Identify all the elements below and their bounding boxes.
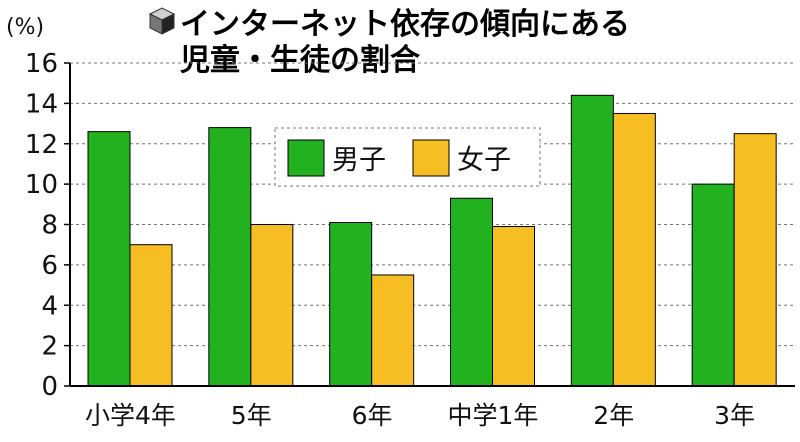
y-tick-label: 4	[41, 291, 58, 321]
x-category-label: 5年	[231, 401, 272, 430]
x-category-label: 小学4年	[85, 401, 176, 430]
y-tick-labels: 0 2 4 6 8 10 12 14 16	[25, 49, 70, 402]
y-tick-label: 0	[41, 372, 58, 402]
legend-swatch-girls	[412, 139, 450, 177]
y-tick-label: 14	[25, 89, 58, 119]
bar-boys	[691, 183, 735, 387]
unit-label: (%)	[6, 15, 44, 40]
bar-girls	[129, 244, 173, 387]
bar-boys	[208, 127, 252, 387]
bar-girls	[733, 133, 777, 387]
cube-icon	[148, 7, 176, 35]
y-tick-label: 12	[25, 130, 58, 160]
x-category-label: 3年	[714, 401, 755, 430]
x-category-labels: 小学4年 5年 6年 中学1年 2年 3年	[85, 401, 755, 430]
bar-boys	[450, 197, 493, 387]
y-tick-label: 10	[25, 170, 58, 200]
chart-title: インターネット依存の傾向にある 児童・生徒の割合	[148, 7, 630, 78]
legend: 男子 女子	[274, 127, 541, 187]
bar-girls	[612, 112, 656, 387]
bars	[87, 94, 777, 387]
bar-boys	[329, 221, 373, 387]
x-category-label: 中学1年	[447, 401, 538, 430]
title-line-2: 児童・生徒の割合	[180, 43, 420, 78]
y-tick-label: 2	[41, 332, 58, 362]
bar-girls	[371, 274, 415, 387]
gridlines	[70, 62, 795, 347]
legend-label-girls: 女子	[457, 145, 511, 176]
x-category-label: 2年	[593, 401, 634, 430]
y-tick-label: 8	[41, 211, 58, 241]
bar-girls	[492, 226, 535, 387]
y-tick-label: 6	[41, 251, 58, 281]
legend-swatch-boys	[287, 139, 325, 177]
y-tick-label: 16	[25, 49, 58, 79]
x-category-label: 6年	[352, 401, 393, 430]
bar-boys	[570, 94, 614, 387]
bar-boys	[87, 131, 131, 387]
bar-girls	[250, 224, 294, 387]
title-line-1: インターネット依存の傾向にある	[180, 7, 630, 42]
legend-label-boys: 男子	[332, 145, 386, 176]
